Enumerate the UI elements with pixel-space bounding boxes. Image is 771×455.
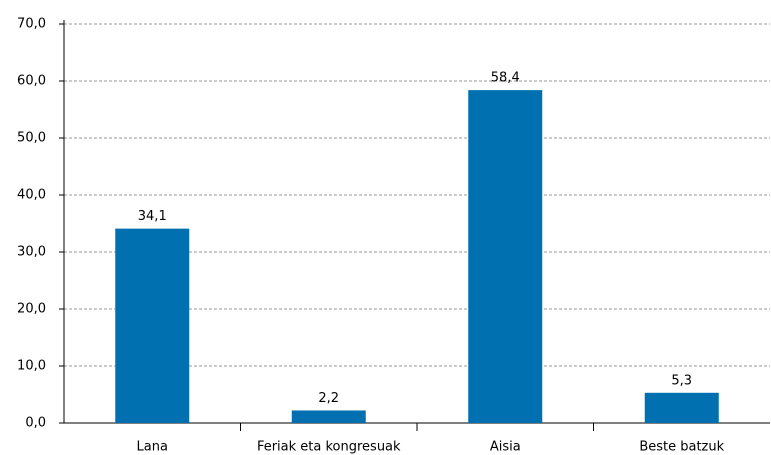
value-label: 2,2: [318, 391, 339, 406]
y-tick-label: 70,0: [17, 17, 46, 32]
y-tick-label: 20,0: [17, 302, 46, 317]
y-tick-label: 10,0: [17, 359, 46, 374]
value-label: 5,3: [671, 373, 692, 388]
y-tick-label: 50,0: [17, 131, 46, 146]
x-tick-label: Aisia: [490, 440, 521, 455]
bar: [115, 228, 190, 423]
y-tick-label: 30,0: [17, 245, 46, 260]
y-tick-label: 60,0: [17, 74, 46, 89]
bar: [644, 392, 719, 423]
bar: [291, 410, 366, 423]
value-label: 58,4: [491, 71, 520, 86]
y-tick-label: 40,0: [17, 188, 46, 203]
x-tick-label: Lana: [137, 440, 168, 455]
bar: [468, 90, 543, 424]
y-tick-label: 0,0: [25, 416, 46, 431]
value-label: 34,1: [138, 209, 167, 224]
x-tick-label: Beste batzuk: [639, 440, 724, 455]
x-tick-label: Feriak eta kongresuak: [257, 440, 401, 455]
